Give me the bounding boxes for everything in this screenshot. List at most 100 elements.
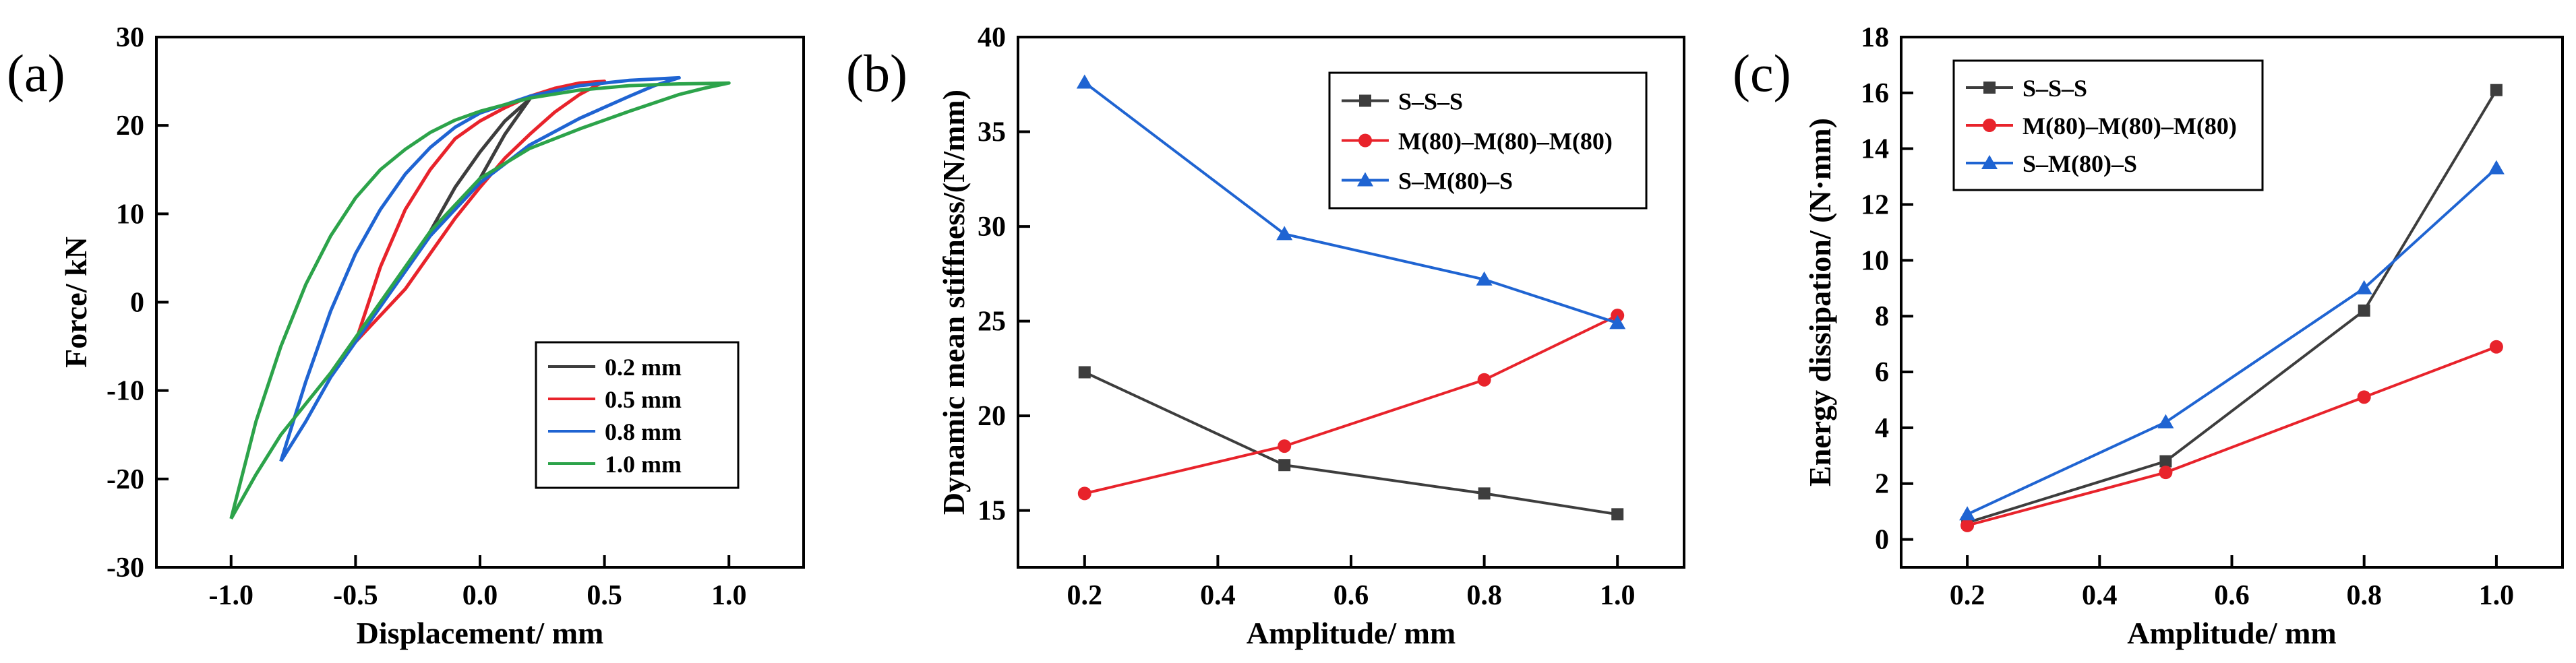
x-tick-label: 0.6	[2214, 580, 2250, 611]
legend: 0.2 mm 0.5 mm 0.8 mm 1.0 mm	[535, 341, 740, 489]
data-point	[2357, 390, 2371, 404]
x-tick-label: 1.0	[2479, 580, 2515, 611]
y-axis-title: Energy dissipation/ (N·mm)	[1803, 118, 1837, 486]
hysteresis-loop	[279, 75, 681, 462]
chart-panel-a: (a) -1.0 -0.5 0.0 0.5 1.0 -30 -20 -10 0 10 20 30 Disp…	[7, 22, 805, 650]
legend: S–S–S M(80)–M(80)–M(80) S–M(80)–S	[1952, 59, 2264, 191]
y-tick-label: 2	[1875, 469, 1889, 500]
panel-label: (b)	[846, 44, 907, 102]
panel-label: (a)	[7, 44, 65, 102]
panel-label: (c)	[1733, 44, 1791, 102]
y-tick-label: 0	[1875, 525, 1889, 556]
y-axis-title: Force/ kN	[59, 236, 93, 368]
data-point	[2488, 160, 2505, 175]
legend-label: M(80)–M(80)–M(80)	[1398, 128, 1613, 155]
y-tick-label: 16	[1861, 78, 1889, 109]
legend-marker	[1983, 119, 1996, 132]
data-point	[1077, 486, 1091, 501]
series-line	[1967, 167, 2498, 516]
y-tick-label: 18	[1861, 22, 1889, 53]
data-point	[2358, 304, 2370, 317]
data-point	[2356, 280, 2372, 294]
series-3	[229, 81, 731, 520]
hysteresis-loop	[229, 81, 731, 520]
x-tick-label: 0.4	[2082, 580, 2118, 611]
series-2	[279, 75, 681, 462]
legend-label: 0.5 mm	[605, 386, 682, 413]
legend-label: S–M(80)–S	[2023, 150, 2137, 177]
data-point	[1078, 366, 1091, 379]
y-tick-label: 10	[1861, 245, 1889, 276]
chart-panel-b: (b) 0.2 0.4 0.6 0.8 1.0 15 20 25 30 35 40 Amplitude/…	[846, 22, 1685, 650]
y-tick-label: 20	[116, 110, 144, 141]
y-tick-label: 15	[978, 496, 1006, 527]
data-point	[2159, 466, 2173, 480]
data-point	[1959, 506, 1976, 521]
y-tick-label: 10	[116, 199, 144, 230]
data-point	[1278, 459, 1291, 472]
y-tick-label: 14	[1861, 134, 1889, 165]
series-2	[1959, 160, 2505, 521]
data-point	[2489, 340, 2503, 354]
y-tick-label: 20	[978, 401, 1006, 432]
x-tick-label: 1.0	[711, 580, 747, 611]
y-tick-label: -30	[107, 552, 144, 583]
x-tick-label: 0.2	[1950, 580, 1985, 611]
data-point	[1278, 439, 1292, 453]
series-1	[1960, 340, 2503, 532]
series-line	[1967, 345, 2497, 527]
series-2	[1076, 74, 1626, 329]
legend-marker	[1983, 82, 1996, 94]
x-axis-title: Amplitude/ mm	[2127, 616, 2337, 650]
legend-label: S–M(80)–S	[1398, 168, 1513, 195]
data-point	[1611, 508, 1624, 521]
series-0	[1961, 84, 2503, 529]
data-point	[1477, 373, 1491, 387]
data-point	[2159, 455, 2172, 468]
legend-label: S–S–S	[2023, 75, 2087, 102]
hysteresis-loop	[354, 80, 607, 344]
x-tick-label: 0.5	[587, 580, 622, 611]
data-point	[2157, 414, 2174, 429]
y-tick-label: 30	[116, 22, 144, 53]
data-point	[1960, 518, 1975, 532]
y-tick-label: 6	[1875, 357, 1889, 388]
x-axis-title: Displacement/ mm	[357, 616, 604, 650]
data-point	[1478, 487, 1491, 500]
legend-marker	[1358, 133, 1372, 148]
series-1	[1077, 309, 1625, 501]
data-point	[1276, 226, 1293, 241]
legend-marker	[1981, 155, 1998, 169]
y-tick-label: -20	[107, 464, 144, 495]
y-tick-label: -10	[107, 376, 144, 407]
x-tick-label: 0.2	[1067, 580, 1103, 611]
y-tick-label: 30	[978, 212, 1006, 243]
legend-marker	[1359, 94, 1371, 107]
x-tick-label: 0.6	[1334, 580, 1369, 611]
x-tick-label: -1.0	[209, 580, 254, 611]
x-tick-label: 0.8	[1466, 580, 1502, 611]
legend-marker	[1357, 172, 1373, 187]
legend-label: 1.0 mm	[605, 451, 682, 478]
data-point	[2490, 84, 2503, 96]
legend-label: 0.2 mm	[605, 354, 682, 381]
chart-panel-c: (c) 0.2 0.4 0.6 0.8 1.0 0 2 4 6 8 10 12 14 16 18 Amplitu…	[1733, 22, 2564, 650]
series-line	[1083, 81, 1618, 325]
y-tick-label: 35	[978, 117, 1006, 148]
y-tick-label: 0	[130, 288, 144, 319]
x-tick-label: -0.5	[333, 580, 378, 611]
y-tick-label: 25	[978, 307, 1006, 338]
data-point	[1609, 315, 1626, 329]
data-point	[1476, 271, 1493, 286]
series-line	[1967, 89, 2498, 524]
y-tick-label: 12	[1861, 190, 1889, 221]
y-tick-label: 40	[978, 22, 1006, 53]
data-point	[1076, 74, 1093, 89]
legend-label: M(80)–M(80)–M(80)	[2023, 113, 2237, 139]
legend-label: S–S–S	[1398, 88, 1463, 115]
y-tick-label: 4	[1875, 413, 1889, 444]
series-line	[1083, 371, 1618, 516]
x-tick-label: 0.0	[462, 580, 498, 611]
x-axis-title: Amplitude/ mm	[1247, 616, 1456, 650]
